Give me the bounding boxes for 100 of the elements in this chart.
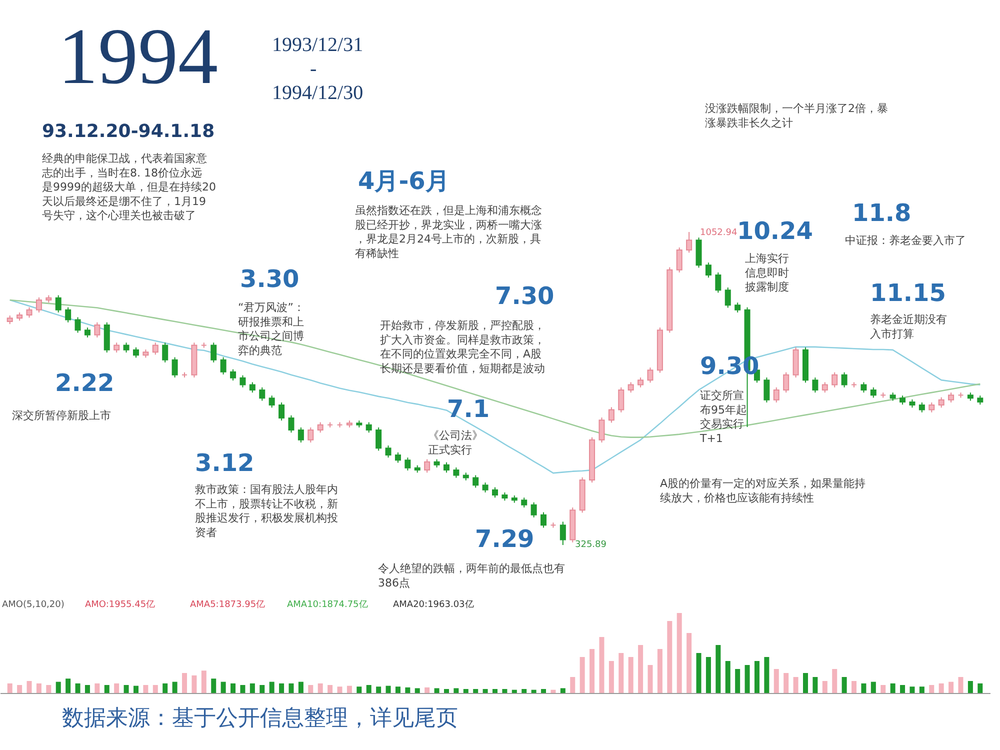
candlestick [152,342,158,356]
candlestick [385,445,392,458]
candlestick [618,386,624,413]
annotation: 2.22 [55,369,114,397]
annotation: 10.24 [737,217,813,245]
candlestick [404,457,411,471]
bar [454,688,459,693]
text: AMA20:1963.03亿 [393,599,474,610]
bar [152,685,158,693]
candlestick [443,462,450,474]
text: 11.8 [852,199,912,227]
annotation: 中证报：养老金要入市了 [845,234,966,247]
bar [56,682,61,693]
annotation: 325.89 [575,540,607,550]
candlestick [220,356,226,375]
candlestick [424,458,430,474]
bar [279,683,284,693]
bar [424,687,430,693]
candlestick [860,382,867,394]
bar [26,681,32,693]
bar [192,675,197,693]
bar [929,685,934,693]
candlestick [822,382,828,394]
bar [66,678,71,693]
candlestick [84,327,90,338]
annotation: 养老金近期没有入市打算 [870,313,947,340]
bar [250,683,255,693]
bar [861,683,866,693]
bar [288,683,294,693]
candlestick [977,395,984,406]
bar [784,673,789,693]
candlestick [268,395,275,408]
bar [890,683,896,693]
bar [580,657,585,693]
bar [948,682,954,693]
candlestick [240,374,246,388]
bar [346,686,352,693]
chart-subtitle: 1993/12/31 - 1994/12/30 [272,34,364,104]
bar [744,665,750,693]
bar [298,682,304,693]
candlestick [394,452,401,464]
bar [852,681,857,693]
bar [638,645,644,693]
bar [802,673,808,693]
bar [832,669,838,693]
candlestick [472,474,479,488]
annotation: 《公司法》正式实行 [428,429,483,456]
bar [667,621,672,693]
bar [376,686,382,693]
annotation: 7.29 [475,525,534,553]
bar [793,677,798,693]
text: AMO:1955.45亿 [85,599,156,610]
candlestick [841,372,848,388]
candlestick [928,402,935,413]
bar [182,673,188,693]
candlestick [832,372,838,388]
candlestick [114,342,120,354]
bar [104,685,110,693]
candlestick [560,521,566,546]
bar [608,661,614,693]
bar [84,685,90,693]
annotation: 3.12 [195,449,254,477]
candlestick [210,342,217,363]
bar [46,685,52,693]
candlestick [540,512,547,528]
bar [502,689,508,693]
candlestick [647,367,654,384]
bar [444,689,449,693]
candlestick [74,316,81,334]
candlestick [734,302,741,313]
bar [541,689,546,693]
bar [648,665,653,693]
bar [686,633,692,693]
source-note: 数据来源：基于公开信息整理，详见尾页 [62,706,458,731]
candlestick [812,376,818,394]
bar [124,685,129,693]
bar [395,686,400,693]
candlestick [773,386,780,403]
annotation: 1052.94 [700,228,738,238]
bar [842,677,847,693]
bar [560,688,566,693]
candlestick [783,372,790,394]
candlestick [259,386,266,402]
text: 没涨跌幅限制，一个半月涨了2倍，暴涨暴跌非长久之计 [705,102,888,130]
annotation: 7.1 [447,395,490,423]
bar [308,685,314,693]
bar [482,689,488,693]
text: AMA5:1873.95亿 [190,599,266,610]
annotation: 11.15 [870,279,946,307]
bar [337,686,342,693]
bar [75,683,80,693]
bar [676,613,682,693]
text: AMA10:1874.75亿 [287,599,368,610]
bar [657,649,662,693]
bar [900,685,906,693]
candlestick [376,426,382,452]
candlestick [55,294,62,313]
annotation: “君万风波”：研报推票和上市公司之间博弈的典范 [238,301,304,357]
bar [143,685,148,693]
bar [531,690,536,693]
